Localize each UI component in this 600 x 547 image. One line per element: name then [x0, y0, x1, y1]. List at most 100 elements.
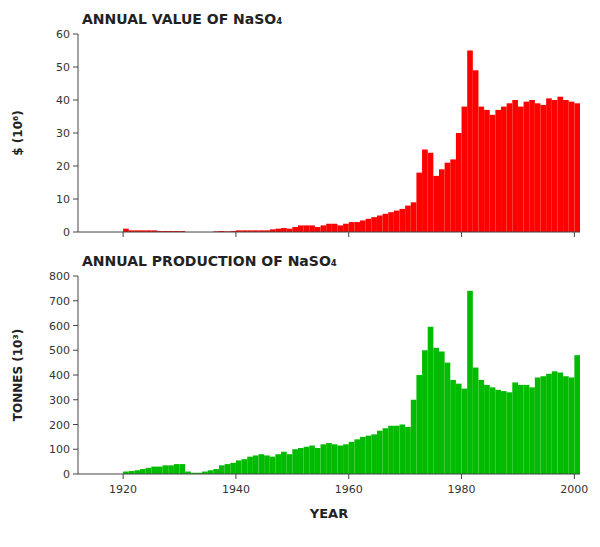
- bar: [495, 390, 501, 474]
- bar: [349, 222, 355, 232]
- y-tick: [73, 276, 78, 277]
- bar: [332, 444, 338, 474]
- x-tick: [461, 474, 462, 479]
- bar: [292, 449, 298, 474]
- bar: [467, 51, 473, 233]
- bar: [445, 163, 451, 232]
- bar: [354, 439, 360, 474]
- bar: [462, 389, 468, 474]
- bar: [337, 225, 343, 232]
- bar: [400, 209, 406, 232]
- bar: [546, 374, 552, 474]
- y-tick-label: 40: [56, 94, 70, 107]
- bar: [574, 355, 580, 474]
- bar: [247, 457, 253, 474]
- bar: [400, 425, 406, 475]
- y-tick: [73, 67, 78, 68]
- bar: [569, 102, 575, 232]
- bar: [292, 227, 298, 232]
- y-tick: [73, 199, 78, 200]
- bar: [157, 467, 163, 474]
- bar: [146, 468, 152, 474]
- x-tick-label: 1920: [109, 483, 137, 496]
- bar: [473, 368, 479, 474]
- bar: [371, 217, 377, 232]
- x-tick: [235, 474, 236, 479]
- bar: [281, 228, 287, 232]
- bar: [422, 150, 428, 233]
- bar: [569, 377, 575, 474]
- y-tick: [73, 232, 78, 233]
- bar: [507, 392, 513, 474]
- bar: [298, 225, 304, 232]
- y-tick: [73, 166, 78, 167]
- bar: [546, 98, 552, 232]
- bar: [242, 459, 248, 474]
- bar: [422, 350, 428, 474]
- bar: [270, 457, 276, 474]
- bar: [383, 214, 389, 232]
- y-tick-label: 300: [49, 394, 70, 407]
- bar: [208, 470, 214, 474]
- bar: [354, 222, 360, 232]
- bar: [258, 454, 264, 474]
- bar: [450, 380, 456, 474]
- x-tick: [348, 474, 349, 479]
- y-tick-label: 100: [49, 443, 70, 456]
- bar: [388, 426, 394, 474]
- bar: [456, 133, 462, 232]
- bars: [123, 51, 580, 233]
- bar: [501, 391, 507, 474]
- y-tick-label: 10: [56, 193, 70, 206]
- bar: [377, 431, 383, 474]
- bar: [541, 105, 547, 232]
- bar: [405, 427, 411, 474]
- y-tick-label: 600: [49, 320, 70, 333]
- bar: [478, 107, 484, 232]
- bar: [383, 428, 389, 474]
- chart-title: ANNUAL VALUE OF NaSO₄: [82, 11, 282, 27]
- bar: [321, 444, 327, 474]
- y-tick: [73, 399, 78, 400]
- x-tick-label: 2000: [560, 483, 588, 496]
- bar: [343, 224, 349, 232]
- bar: [484, 110, 490, 232]
- bar: [321, 225, 327, 232]
- bar: [326, 443, 332, 474]
- bar: [563, 100, 569, 232]
- bar: [512, 382, 518, 474]
- bar: [484, 385, 490, 474]
- y-axis-label: $ (10⁶): [11, 110, 25, 155]
- bar: [490, 387, 496, 474]
- y-tick-label: 500: [49, 344, 70, 357]
- bar: [343, 444, 349, 474]
- bar: [518, 385, 524, 474]
- bar: [563, 376, 569, 474]
- bar: [366, 436, 372, 474]
- bar: [360, 437, 366, 474]
- bar: [416, 375, 422, 474]
- bar: [552, 371, 558, 474]
- bar: [439, 169, 445, 232]
- bar: [225, 464, 231, 474]
- bar: [298, 448, 304, 474]
- bar: [557, 373, 563, 474]
- y-tick: [73, 350, 78, 351]
- bar: [315, 448, 321, 474]
- bar: [230, 463, 236, 474]
- bar: [377, 216, 383, 233]
- y-tick-label: 0: [63, 226, 70, 239]
- bar: [473, 70, 479, 232]
- bar: [535, 103, 541, 232]
- y-tick-label: 200: [49, 419, 70, 432]
- bar: [535, 377, 541, 474]
- bar: [388, 212, 394, 232]
- y-tick: [73, 100, 78, 101]
- bar: [529, 387, 535, 474]
- bar: [349, 442, 355, 474]
- bar: [309, 446, 315, 474]
- x-tick: [574, 232, 575, 237]
- bar: [428, 327, 434, 474]
- bar: [439, 351, 445, 474]
- y-tick: [73, 449, 78, 450]
